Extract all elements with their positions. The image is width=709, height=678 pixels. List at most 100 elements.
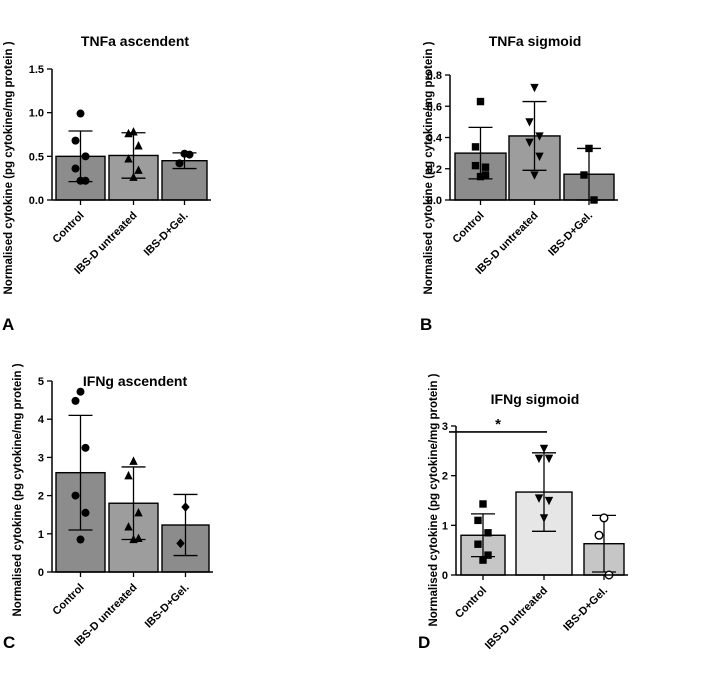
x-tick-label: Control <box>50 210 86 246</box>
chart-title: IFNg sigmoid <box>491 391 580 407</box>
data-point <box>534 494 544 503</box>
x-tick-label: IBS-D untreated <box>483 585 550 652</box>
data-point <box>134 533 143 542</box>
panel-label: D <box>418 633 430 652</box>
y-tick-label: 0.0 <box>427 195 442 207</box>
y-tick-label: 0.0 <box>29 195 44 207</box>
chart-panel-c: IFNg ascendent Normalised cytokine (pg cy… <box>3 363 213 652</box>
chart-title: TNFa ascendent <box>81 33 189 49</box>
data-point <box>71 396 80 405</box>
data-point <box>474 516 482 525</box>
x-tick-label: IBS-D+Gel. <box>561 585 610 634</box>
data-point <box>484 529 492 537</box>
data-point <box>525 138 534 147</box>
data-point <box>474 540 482 548</box>
x-tick-label: Control <box>450 210 486 246</box>
x-tick-label: Control <box>453 585 489 621</box>
significance-label: * <box>495 416 501 433</box>
chart-panel-a: TNFa ascendent Normalised cytokine (pg cy… <box>2 33 211 334</box>
data-point <box>129 127 138 136</box>
data-point <box>539 444 549 454</box>
y-tick-label: 4 <box>38 414 45 426</box>
x-tick-label: IBS-D+Gel. <box>142 210 191 259</box>
y-tick-label: 5 <box>38 376 44 388</box>
data-point <box>129 456 138 465</box>
data-point <box>476 97 485 106</box>
data-point <box>129 534 138 544</box>
data-point <box>479 500 487 508</box>
x-tick-label: IBS-D+Gel. <box>546 210 595 259</box>
data-point <box>134 141 143 150</box>
y-axis-label: Normalised cytokine (pg cytokine/mg prot… <box>12 363 24 616</box>
data-point <box>599 513 609 523</box>
data-point <box>585 144 593 153</box>
chart-panel-d: IFNg sigmoid Normalised cytokine (pg cyto… <box>418 373 628 652</box>
data-point <box>471 161 480 170</box>
data-point <box>76 535 85 544</box>
y-tick-label: 2 <box>38 491 44 503</box>
y-tick-label: 0.4 <box>427 133 443 145</box>
data-point <box>81 443 90 452</box>
data-point <box>129 172 138 181</box>
y-tick-label: 2 <box>442 471 448 483</box>
y-tick-label: 3 <box>38 452 44 464</box>
x-tick-label: Control <box>50 582 86 618</box>
chart-panel-b: TNFa sigmoid Normalised cytokine (pg cyto… <box>420 33 618 334</box>
y-tick-label: 1.0 <box>29 108 44 120</box>
y-tick-label: 1 <box>442 520 448 532</box>
y-axis-label: Normalised cytokine (pg cytokine/mg prot… <box>3 41 15 294</box>
data-point <box>481 163 490 171</box>
data-point <box>181 502 190 512</box>
data-point <box>175 159 184 168</box>
y-tick-label: 0.8 <box>427 70 442 82</box>
y-tick-label: 1.5 <box>29 64 44 76</box>
data-point <box>534 454 544 464</box>
data-point <box>580 171 588 179</box>
data-point <box>476 172 485 181</box>
data-point <box>176 538 185 549</box>
data-point <box>471 143 480 151</box>
data-point <box>544 454 554 464</box>
panel-label: A <box>2 315 14 334</box>
data-point <box>71 164 80 173</box>
data-point <box>544 496 554 506</box>
data-point <box>479 556 487 564</box>
data-point <box>535 152 544 162</box>
chart-title: TNFa sigmoid <box>489 33 582 49</box>
y-axis-label: Normalised cytokine (pg cytokine/mg prot… <box>423 41 435 294</box>
y-tick-label: 3 <box>442 421 448 433</box>
data-point <box>76 109 85 118</box>
data-point <box>535 132 544 141</box>
data-point <box>76 387 85 396</box>
data-point <box>525 118 534 127</box>
data-point <box>71 491 80 500</box>
y-axis-label: Normalised cytokine (pg cytokine/mg prot… <box>428 373 440 626</box>
data-point <box>124 154 133 163</box>
data-point <box>134 507 143 517</box>
data-point <box>71 136 80 145</box>
data-point <box>134 165 143 174</box>
data-point <box>124 522 133 531</box>
panel-label: B <box>420 315 432 334</box>
data-point <box>484 551 492 559</box>
data-point <box>481 171 490 179</box>
data-point <box>81 508 90 517</box>
x-tick-label: IBS-D+Gel. <box>143 582 192 631</box>
data-point <box>594 530 604 540</box>
data-point <box>539 514 549 523</box>
data-point <box>530 171 539 180</box>
panel-label: C <box>3 633 15 652</box>
bar <box>161 159 208 201</box>
data-point <box>81 152 90 161</box>
data-point <box>530 83 539 93</box>
y-tick-label: 0.5 <box>29 151 44 163</box>
data-point <box>185 150 194 159</box>
y-tick-label: 0.2 <box>427 164 442 176</box>
y-tick-label: 0 <box>442 570 448 582</box>
y-tick-label: 0 <box>38 567 44 579</box>
data-point <box>76 176 85 185</box>
data-point <box>124 470 133 480</box>
data-point <box>124 128 133 138</box>
chart-title: IFNg ascendent <box>83 373 188 389</box>
